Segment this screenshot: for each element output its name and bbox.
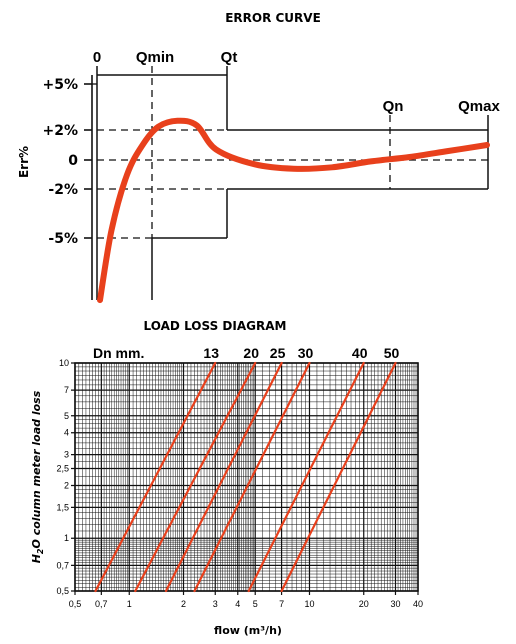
marker-label-qmin: Qmin bbox=[136, 49, 174, 66]
error-y-ticks bbox=[84, 83, 92, 239]
load-loss-title: LOAD LOSS DIAGRAM bbox=[144, 319, 287, 333]
load-loss-y-tick-label: 0,7 bbox=[56, 560, 69, 570]
load-loss-x-tick-label: 2 bbox=[181, 599, 186, 609]
series-line-dn-13 bbox=[94, 361, 217, 593]
load-loss-x-tick-label: 0,7 bbox=[95, 599, 108, 609]
series-label-dn-25: 25 bbox=[270, 345, 286, 361]
error-y-tick-label: 0 bbox=[68, 153, 78, 169]
error-y-tick-label: -5% bbox=[48, 231, 78, 247]
error-x-markers: 0 Qmin Qt Qn Qmax bbox=[93, 49, 501, 115]
series-line-dn-30 bbox=[193, 361, 311, 593]
load-loss-y-tick-label: 1,5 bbox=[56, 502, 69, 512]
marker-label-0: 0 bbox=[93, 49, 101, 66]
error-curve-chart: ERROR CURVE +5% +2% 0 -2% -5% Err% 0 Qmi… bbox=[17, 11, 501, 304]
load-loss-x-tick-label: 5 bbox=[253, 599, 258, 609]
load-loss-x-tick-label: 0,5 bbox=[69, 599, 82, 609]
error-y-tick-labels: +5% +2% 0 -2% -5% bbox=[43, 77, 79, 247]
marker-label-qt: Qt bbox=[221, 49, 238, 66]
load-loss-grid-minor bbox=[74, 362, 419, 592]
load-loss-x-tick-label: 30 bbox=[390, 599, 400, 609]
error-y-tick-label: +2% bbox=[43, 123, 79, 139]
error-dashed-guides bbox=[92, 66, 488, 239]
load-loss-y-tick-label: 10 bbox=[59, 358, 69, 368]
load-loss-y-axis-label: H2O column meter load loss bbox=[30, 390, 45, 563]
series-label-dn-40: 40 bbox=[352, 345, 368, 361]
series-line-dn-25 bbox=[164, 361, 283, 593]
load-loss-y-tick-label: 3 bbox=[64, 450, 69, 460]
load-loss-x-tick-label: 1 bbox=[127, 599, 132, 609]
series-line-dn-50 bbox=[280, 361, 397, 593]
error-envelope bbox=[96, 66, 489, 300]
load-loss-x-axis-label: flow (m³/h) bbox=[214, 624, 282, 637]
series-label-dn-20: 20 bbox=[243, 345, 259, 361]
marker-label-qn: Qn bbox=[383, 98, 404, 115]
load-loss-x-tick-label: 10 bbox=[304, 599, 314, 609]
error-y-tick-label: +5% bbox=[43, 77, 79, 93]
error-y-tick-label: -2% bbox=[48, 182, 78, 198]
load-loss-series bbox=[94, 361, 397, 593]
load-loss-y-tick-label: 2 bbox=[64, 481, 69, 491]
load-loss-y-tick-labels: 0,5 0,7 1 1,5 2 2,5 3 4 5 7 10 bbox=[56, 358, 69, 596]
load-loss-x-tick-label: 7 bbox=[279, 599, 284, 609]
load-loss-x-tick-labels: 0,5 0,7 1 2 3 4 5 7 10 20 30 40 bbox=[69, 599, 423, 609]
load-loss-chart: LOAD LOSS DIAGRAM Dn mm. 13 20 25 30 40 50 0,… bbox=[30, 319, 423, 637]
load-loss-x-tick-label: 40 bbox=[413, 599, 423, 609]
load-loss-y-tick-label: 0,5 bbox=[56, 586, 69, 596]
load-loss-x-tick-label: 3 bbox=[213, 599, 218, 609]
load-loss-y-tick-label: 2,5 bbox=[56, 464, 69, 474]
dn-label: Dn mm. bbox=[93, 345, 144, 361]
load-loss-y-tick-label: 7 bbox=[64, 385, 69, 395]
load-loss-plot-frame bbox=[74, 362, 419, 592]
marker-label-qmax: Qmax bbox=[458, 98, 500, 115]
series-label-dn-50: 50 bbox=[384, 345, 400, 361]
series-line-dn-20 bbox=[134, 361, 257, 593]
series-label-dn-30: 30 bbox=[298, 345, 314, 361]
series-line-dn-40 bbox=[247, 361, 365, 593]
load-loss-x-tick-label: 20 bbox=[359, 599, 369, 609]
load-loss-y-tick-label: 4 bbox=[64, 428, 69, 438]
load-loss-x-tick-label: 4 bbox=[235, 599, 240, 609]
error-curve-title: ERROR CURVE bbox=[225, 11, 321, 25]
load-loss-y-tick-label: 5 bbox=[64, 411, 69, 421]
error-curve-line bbox=[97, 117, 490, 304]
series-label-dn-13: 13 bbox=[203, 345, 219, 361]
error-y-axis-label: Err% bbox=[17, 146, 31, 178]
load-loss-series-labels: 13 20 25 30 40 50 bbox=[203, 345, 399, 361]
load-loss-y-tick-label: 1 bbox=[64, 533, 69, 543]
